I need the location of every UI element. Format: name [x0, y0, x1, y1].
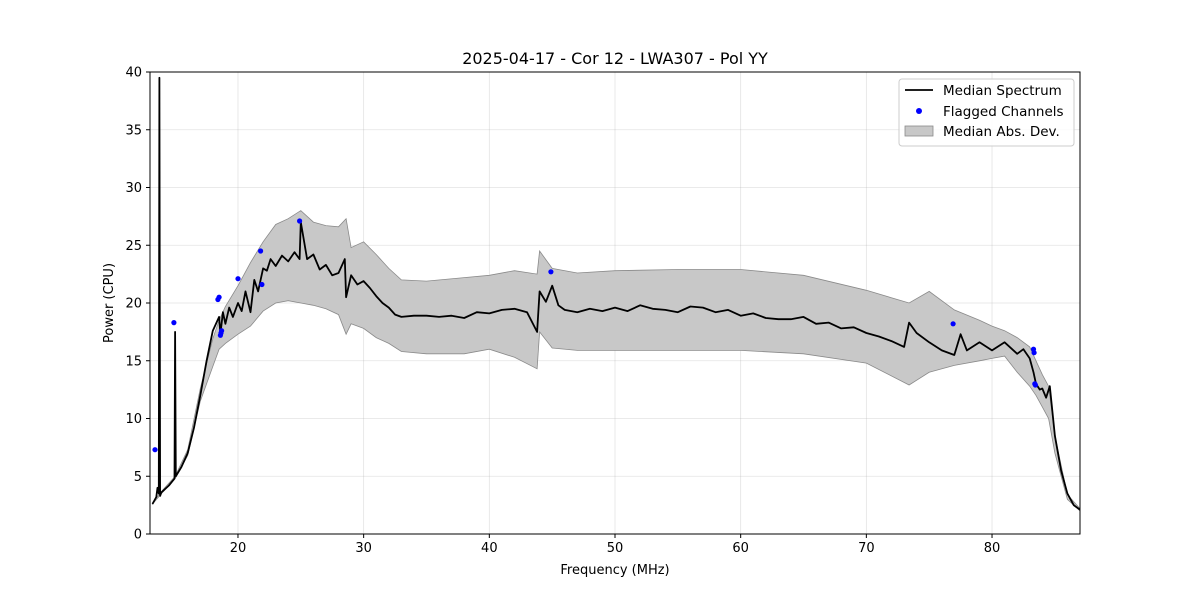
flagged-channel-point [950, 321, 956, 327]
median-line-layer [151, 76, 1080, 511]
y-tick-label: 35 [125, 123, 142, 138]
x-axis-ticks: 20 30 40 50 60 70 80 [230, 534, 1001, 556]
y-tick-label: 30 [125, 181, 142, 196]
legend-item-mad: Median Abs. Dev. [943, 124, 1060, 140]
y-axis-label: Power (CPU) [102, 263, 117, 343]
x-tick-label: 40 [481, 541, 498, 556]
y-tick-label: 0 [134, 528, 142, 543]
flagged-channel-point [171, 320, 177, 326]
flagged-channel-point [548, 269, 554, 275]
mad-band [152, 210, 1080, 512]
y-axis-ticks: 0 5 10 15 20 25 30 35 40 [125, 66, 150, 543]
y-tick-label: 15 [125, 354, 142, 369]
flagged-channel-point [1031, 350, 1037, 356]
flagged-channel-point [1032, 382, 1038, 388]
legend-item-flagged: Flagged Channels [943, 104, 1064, 120]
flagged-channel-point [216, 294, 222, 300]
x-tick-label: 70 [858, 541, 875, 556]
median-spectrum-line [151, 76, 1080, 511]
x-axis-label: Frequency (MHz) [560, 563, 669, 578]
flagged-points-layer [152, 218, 1038, 453]
legend-item-median: Median Spectrum [943, 83, 1062, 99]
legend-band-swatch [904, 125, 934, 137]
x-tick-label: 60 [732, 541, 749, 556]
flagged-channel-point [258, 248, 264, 254]
mad-band-layer [152, 210, 1080, 512]
x-tick-label: 50 [607, 541, 624, 556]
legend-point-swatch [916, 108, 922, 114]
flagged-channel-point [235, 276, 241, 282]
y-tick-label: 5 [134, 470, 142, 485]
flagged-channel-point [219, 328, 225, 334]
flagged-channel-point [259, 281, 265, 288]
legend: Median Spectrum Flagged Channels Median … [898, 78, 1075, 147]
y-tick-label: 25 [125, 239, 142, 254]
y-tick-label: 10 [125, 412, 142, 427]
legend-box [898, 78, 1075, 147]
flagged-channel-point [297, 218, 303, 224]
x-tick-label: 20 [230, 541, 247, 556]
flagged-channel-point [152, 447, 158, 453]
y-tick-label: 40 [125, 66, 142, 81]
chart-title: 2025-04-17 - Cor 12 - LWA307 - Pol YY [462, 49, 768, 68]
x-tick-label: 80 [984, 541, 1001, 556]
y-tick-label: 20 [125, 297, 142, 312]
x-tick-label: 30 [355, 541, 372, 556]
